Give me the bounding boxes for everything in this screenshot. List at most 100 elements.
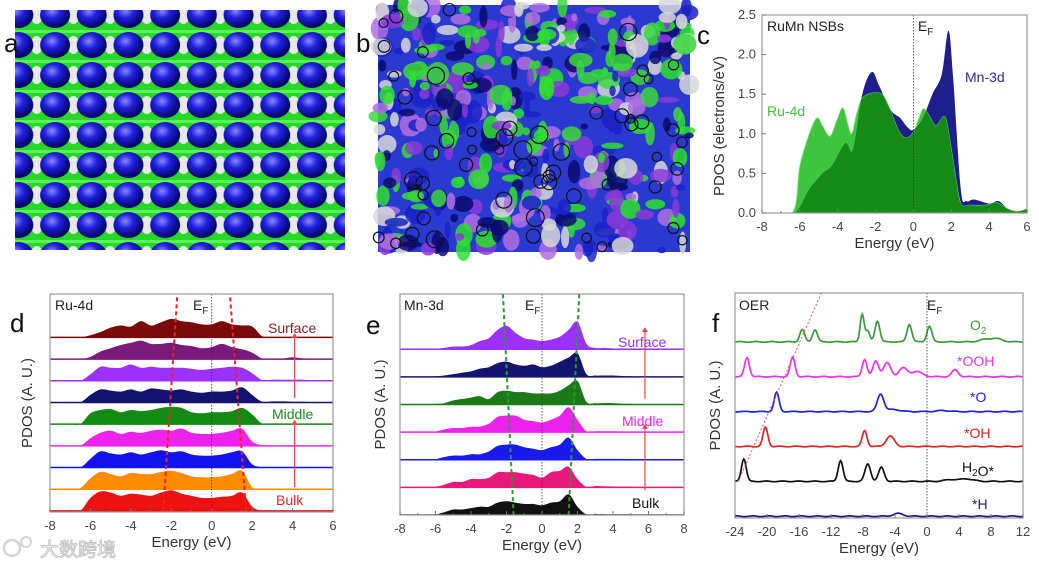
density-blob [445, 50, 465, 61]
trace-label: *OOH [957, 353, 994, 369]
density-blob [554, 213, 577, 227]
trend-line [501, 294, 515, 515]
density-blob [601, 142, 624, 149]
density-blob [658, 11, 676, 23]
density-blob [573, 135, 594, 159]
panel-b-charge-density-image [368, 0, 700, 263]
layer-annotation: Middle [272, 406, 313, 422]
density-blob [538, 76, 555, 101]
x-tick-label: -4 [889, 524, 901, 539]
trace-line [735, 311, 1023, 344]
density-blob [407, 0, 428, 18]
density-blob [669, 212, 686, 229]
density-blob [681, 0, 692, 17]
x-axis-label: Energy (eV) [151, 534, 231, 551]
x-tick-label: 0 [910, 219, 917, 234]
density-blob [419, 81, 430, 91]
layer-annotation: Surface [618, 334, 666, 350]
density-blob [490, 219, 509, 236]
density-blob [368, 110, 388, 123]
density-blob [489, 84, 513, 105]
y-tick-label: 0.5 [738, 165, 756, 180]
density-blob [679, 231, 687, 255]
density-ring [514, 158, 533, 177]
density-ring [495, 128, 514, 147]
density-blob [509, 159, 516, 170]
fermi-level-label: EF [193, 297, 208, 317]
density-blob [511, 214, 526, 223]
x-tick-label: -4 [465, 521, 477, 536]
density-blob [609, 85, 616, 97]
density-blob [598, 9, 617, 18]
density-blob [679, 74, 700, 95]
density-blob [557, 24, 566, 32]
panel-c-label: c [697, 20, 710, 50]
y-tick-label: 2.0 [738, 47, 756, 62]
density-blob [614, 157, 638, 179]
density-ring [525, 208, 545, 228]
panel-e-chart: EF Surface Middle Bulk -8 -6 -4 -2 0 2 4 6 8 Energy (… [366, 293, 688, 554]
density-blob [585, 239, 597, 263]
density-ring [677, 235, 688, 246]
density-blob [436, 237, 450, 257]
density-blob [536, 44, 552, 51]
x-tick-label: -6 [794, 219, 806, 234]
watermark-logo-icon [20, 536, 32, 548]
x-tick-label: -6 [430, 521, 442, 536]
density-blob [526, 138, 542, 154]
density-blob [372, 102, 389, 114]
density-blob [672, 170, 682, 186]
panel-title: Ru-4d [55, 297, 93, 313]
x-tick-label: 4 [986, 219, 993, 234]
density-blob [419, 88, 430, 100]
density-blob [568, 225, 575, 238]
density-ring [458, 157, 474, 172]
plot-area [50, 294, 333, 512]
plot-area [762, 15, 1027, 213]
density-blob [576, 59, 585, 79]
density-blob [373, 124, 386, 135]
x-tick-label: -4 [125, 518, 137, 533]
density-ring [403, 171, 423, 190]
density-ring [390, 237, 402, 250]
density-blob [569, 95, 593, 104]
density-blob [608, 189, 624, 211]
density-blob [523, 160, 539, 178]
density-blob [455, 233, 465, 241]
trace-label: *O [970, 389, 986, 405]
layer-annotation: Surface [268, 320, 316, 336]
x-tick-label: -16 [790, 524, 809, 539]
x-tick-label: -8 [756, 219, 768, 234]
density-ring [566, 188, 582, 204]
density-blob [376, 185, 390, 206]
x-tick-label: 12 [1016, 524, 1030, 539]
layer-annotation: Bulk [632, 495, 660, 511]
x-tick-label: -20 [758, 524, 777, 539]
density-blob [617, 221, 637, 241]
density-ring [601, 178, 614, 191]
density-ring [425, 230, 444, 249]
density-blob [379, 85, 395, 105]
density-ring [525, 228, 541, 244]
density-ring [596, 241, 608, 253]
x-tick-label: 2 [249, 518, 256, 533]
density-blob [567, 160, 581, 184]
density-blob [384, 217, 409, 227]
density-ring [666, 123, 680, 137]
density-ring [425, 109, 442, 127]
density-blob [580, 123, 589, 130]
y-tick-label: 1.0 [738, 126, 756, 141]
density-ring [624, 117, 639, 132]
watermark-logo-icon [2, 538, 22, 558]
density-blob [521, 195, 542, 211]
density-ring [424, 145, 440, 161]
x-tick-label: -2 [501, 521, 513, 536]
density-blob [563, 21, 576, 31]
arrow-head-icon [641, 423, 648, 429]
series-label: Mn-3d [965, 69, 1005, 85]
density-blob [514, 1, 524, 17]
series-label: Ru-4d [767, 103, 805, 119]
x-axis-label: Energy (eV) [502, 537, 582, 554]
density-blob [405, 141, 423, 155]
